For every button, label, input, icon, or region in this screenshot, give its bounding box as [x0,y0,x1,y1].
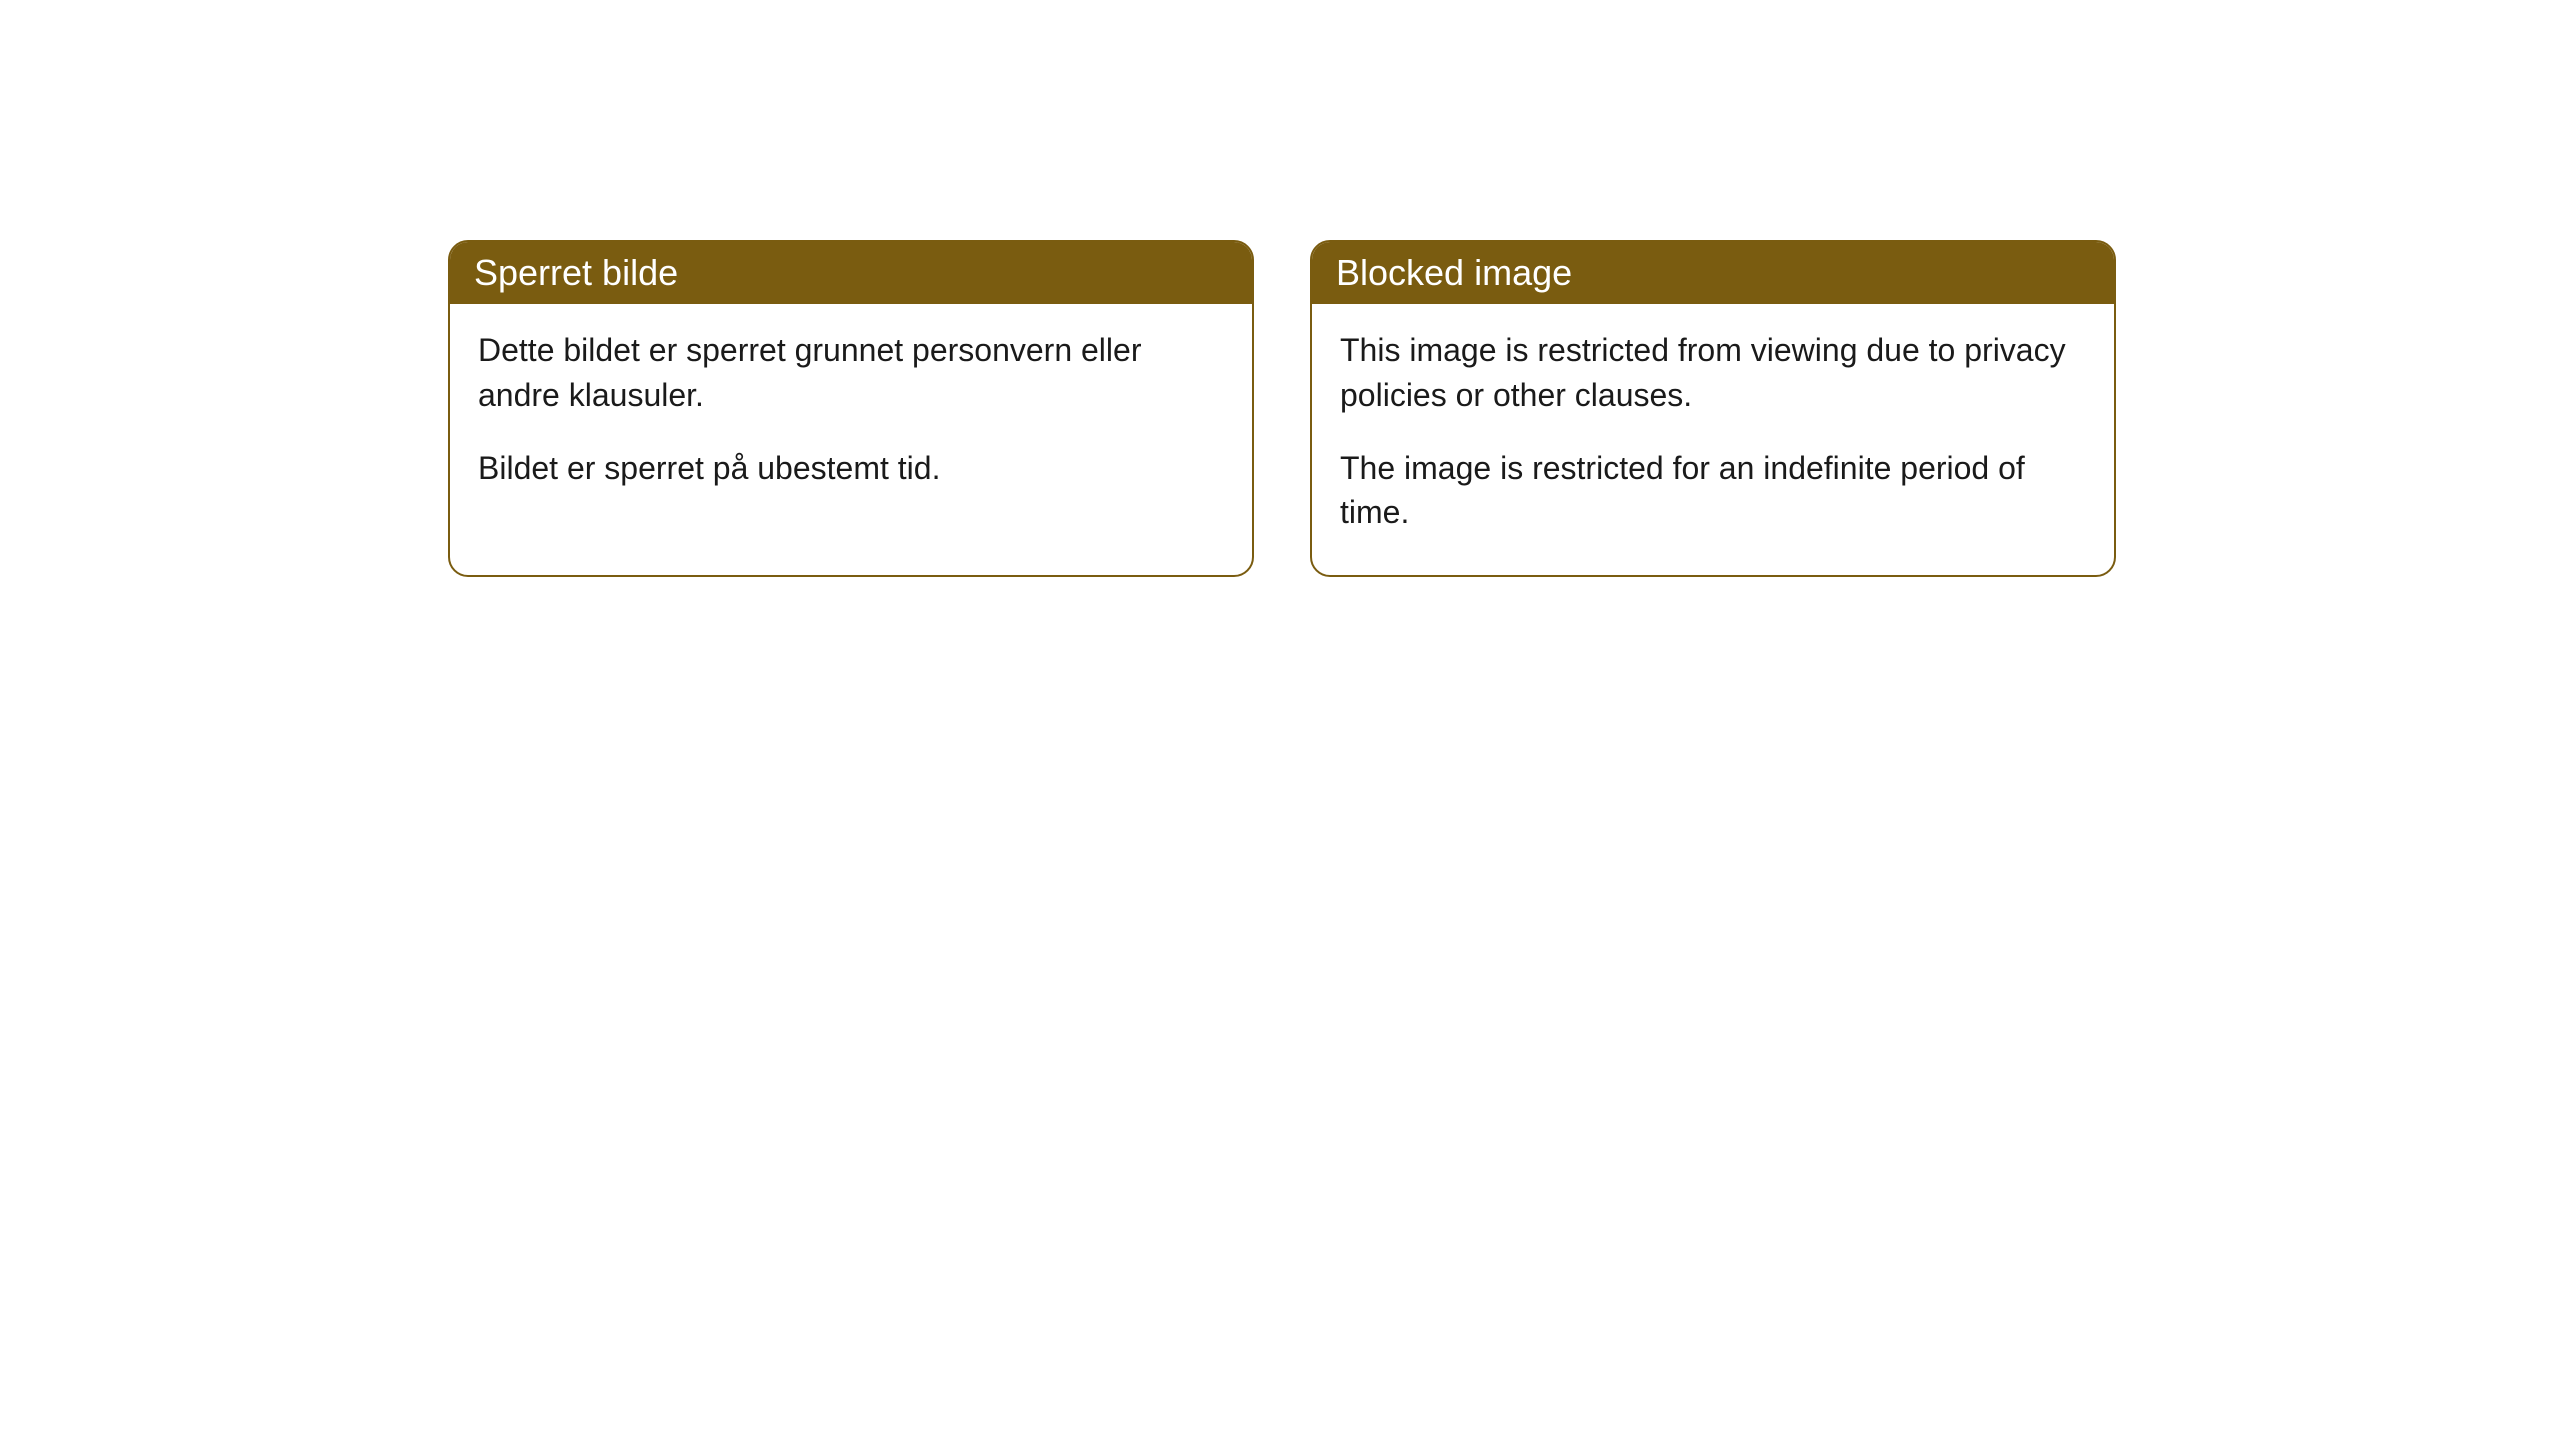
notice-cards-container: Sperret bilde Dette bildet er sperret gr… [448,240,2116,577]
notice-title-norwegian: Sperret bilde [474,252,678,293]
notice-header-english: Blocked image [1312,242,2114,304]
notice-paragraph-1-english: This image is restricted from viewing du… [1340,328,2086,418]
notice-header-norwegian: Sperret bilde [450,242,1252,304]
notice-paragraph-2-norwegian: Bildet er sperret på ubestemt tid. [478,446,1224,491]
notice-body-norwegian: Dette bildet er sperret grunnet personve… [450,304,1252,530]
notice-paragraph-1-norwegian: Dette bildet er sperret grunnet personve… [478,328,1224,418]
notice-body-english: This image is restricted from viewing du… [1312,304,2114,575]
notice-card-english: Blocked image This image is restricted f… [1310,240,2116,577]
notice-paragraph-2-english: The image is restricted for an indefinit… [1340,446,2086,536]
notice-title-english: Blocked image [1336,252,1572,293]
notice-card-norwegian: Sperret bilde Dette bildet er sperret gr… [448,240,1254,577]
